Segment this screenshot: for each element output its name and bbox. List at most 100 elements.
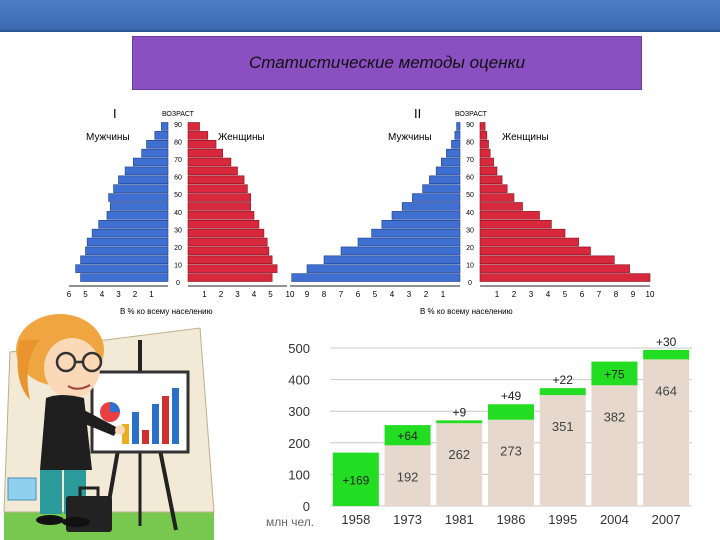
pyramid-1-male-tick: 6 xyxy=(67,290,72,299)
pyramid-2-age-tick: 60 xyxy=(466,175,474,182)
pyramid-1-male-tick: 2 xyxy=(133,290,138,299)
pyramid-1-male-bar xyxy=(113,184,169,193)
bar-chart-category-label: 2007 xyxy=(652,512,681,527)
pyramid-1-female-tick: 5 xyxy=(268,290,273,299)
pyramid-1-female-bar xyxy=(187,193,252,202)
bar-chart-base-bar xyxy=(643,359,690,506)
pyramid-2-age-tick: 40 xyxy=(466,210,474,217)
pyramid-1-male-bar xyxy=(106,211,169,220)
pyramid-1-female-bar xyxy=(187,166,238,176)
pyramid-1-panel-label: I xyxy=(113,106,117,121)
pyramid-1-left-label: Мужчины xyxy=(86,132,130,143)
pyramid-2-age-tick: 70 xyxy=(466,157,474,164)
pyramid-1-male-tick: 5 xyxy=(83,290,88,299)
pyramid-1-age-tick: 40 xyxy=(174,210,182,217)
title-banner: Статистические методы оценки xyxy=(132,36,642,90)
pyramid-1-female-tick: 1 xyxy=(202,290,207,299)
pyramid-2-female-tick: 4 xyxy=(546,290,551,299)
pyramid-2-female-bar xyxy=(479,184,508,193)
pyramid-2-male-bar xyxy=(422,184,461,193)
bar-chart-category-label: 1986 xyxy=(497,512,526,527)
bar-chart-increase-label: +49 xyxy=(501,389,522,403)
pyramid-2-xlabel: В % ко всему населению xyxy=(420,307,513,316)
pyramid-1-age-tick: 90 xyxy=(174,122,182,129)
page-title: Статистические методы оценки xyxy=(248,53,526,72)
pyramid-2-age-tick: 0 xyxy=(468,280,472,287)
pyramid-1-male-bar xyxy=(108,193,169,202)
bar-chart-increase-bar xyxy=(332,452,379,506)
pyramid-2-male-tick: 7 xyxy=(339,290,344,299)
bar-chart-plot-area xyxy=(330,344,692,506)
pyramid-1-female-bar xyxy=(187,211,255,220)
pyramid-2-female-tick: 5 xyxy=(563,290,568,299)
pyramid-2-male-tick: 6 xyxy=(356,290,361,299)
bar-chart-increase-bar xyxy=(488,404,534,420)
pyramid-2-male-bar xyxy=(454,131,461,140)
pyramid-1-age-tick: 20 xyxy=(174,245,182,252)
pyramid-2-female-bar xyxy=(479,157,494,167)
bar-chart-increase-bar xyxy=(643,349,690,360)
pyramid-1-age-tick: 60 xyxy=(174,175,182,182)
pyramid-2-female-bar xyxy=(479,237,579,247)
pyramid-1-female-bar xyxy=(187,237,268,247)
pyramid-2-female-bar xyxy=(479,131,488,140)
pyramid-1-female-tick: 3 xyxy=(235,290,240,299)
pyramid-1-female-tick: 2 xyxy=(219,290,224,299)
pyramid-2-male-bar xyxy=(412,193,461,202)
pyramid-1-male-bar xyxy=(118,175,169,185)
pyramid-1-male-bar xyxy=(86,237,169,247)
pyramid-2-female-bar xyxy=(479,166,498,176)
bar-chart-y-tick: 400 xyxy=(288,373,310,388)
bar-chart-y-tick: 300 xyxy=(288,404,310,419)
bar-chart-category-label: 1981 xyxy=(445,512,474,527)
bar-chart-category-label: 1973 xyxy=(393,512,422,527)
bar-chart-increase-bar xyxy=(539,388,586,396)
bar-chart-y-tick: 0 xyxy=(303,499,310,514)
pyramid-2-male-bar xyxy=(435,166,461,176)
bar-chart-base-bar xyxy=(488,419,534,506)
bar-chart-base-label: 464 xyxy=(655,383,677,398)
bar-chart-increase-label: +9 xyxy=(452,405,466,419)
pyramid-1-age-tick: 0 xyxy=(176,280,180,287)
pyramid-2-female-bar xyxy=(479,148,491,158)
pyramid-2-male-tick: 9 xyxy=(305,290,310,299)
pyramid-2-female-bar xyxy=(479,122,486,131)
pyramid-2-male-bar xyxy=(371,228,461,238)
pyramid-2-panel-label: II xyxy=(414,106,421,121)
pyramid-2-female-bar xyxy=(479,264,630,273)
pyramid-2-male-bar xyxy=(381,219,461,229)
pyramid-1-male-tick: 4 xyxy=(100,290,105,299)
pyramid-2-female-bar xyxy=(479,202,523,211)
pyramid-1-male-tick: 1 xyxy=(149,290,154,299)
pyramid-2-female-bar xyxy=(479,175,503,185)
pyramid-1-female-bar xyxy=(187,175,245,185)
pyramid-2-male-bar xyxy=(306,264,461,273)
pyramid-1-female-tick: 4 xyxy=(252,290,257,299)
pyramid-1-age-tick: 10 xyxy=(174,262,182,269)
bar-chart-increase-bar xyxy=(384,425,431,446)
pyramid-1-female-bar xyxy=(187,246,270,256)
pyramid-2-male-bar xyxy=(429,175,461,185)
pyramid-1-male-tick: 3 xyxy=(116,290,121,299)
pyramid-1-female-bar xyxy=(187,255,273,265)
bar-chart-base-bar xyxy=(539,395,586,506)
pyramid-1-xlabel: В % ко всему населению xyxy=(120,307,213,316)
pyramid-1-age-tick: 70 xyxy=(174,157,182,164)
pyramid-2-left-label: Мужчины xyxy=(388,132,432,143)
pyramid-1-female-bar xyxy=(187,184,248,193)
pyramid-1-male-bar xyxy=(141,148,169,158)
pyramid-2-age-tick: 20 xyxy=(466,245,474,252)
pyramid-2-female-bar xyxy=(479,219,552,229)
pyramid-2-male-tick: 10 xyxy=(286,290,295,299)
pyramid-2-male-tick: 2 xyxy=(424,290,429,299)
pyramid-2-male-tick: 4 xyxy=(390,290,395,299)
pyramid-1-female-bar xyxy=(187,202,252,211)
bar-chart-increase-label: +64 xyxy=(397,429,418,443)
pyramid-2-age-tick: 90 xyxy=(466,122,474,129)
pyramid-2-female-bar xyxy=(479,273,651,282)
pyramid-1-male-bar xyxy=(80,255,169,265)
pyramid-2-female-tick: 6 xyxy=(580,290,585,299)
pyramid-2-female-tick: 10 xyxy=(646,290,655,299)
pyramid-1-female-bar xyxy=(187,148,223,158)
pyramid-2-male-bar xyxy=(340,246,461,256)
